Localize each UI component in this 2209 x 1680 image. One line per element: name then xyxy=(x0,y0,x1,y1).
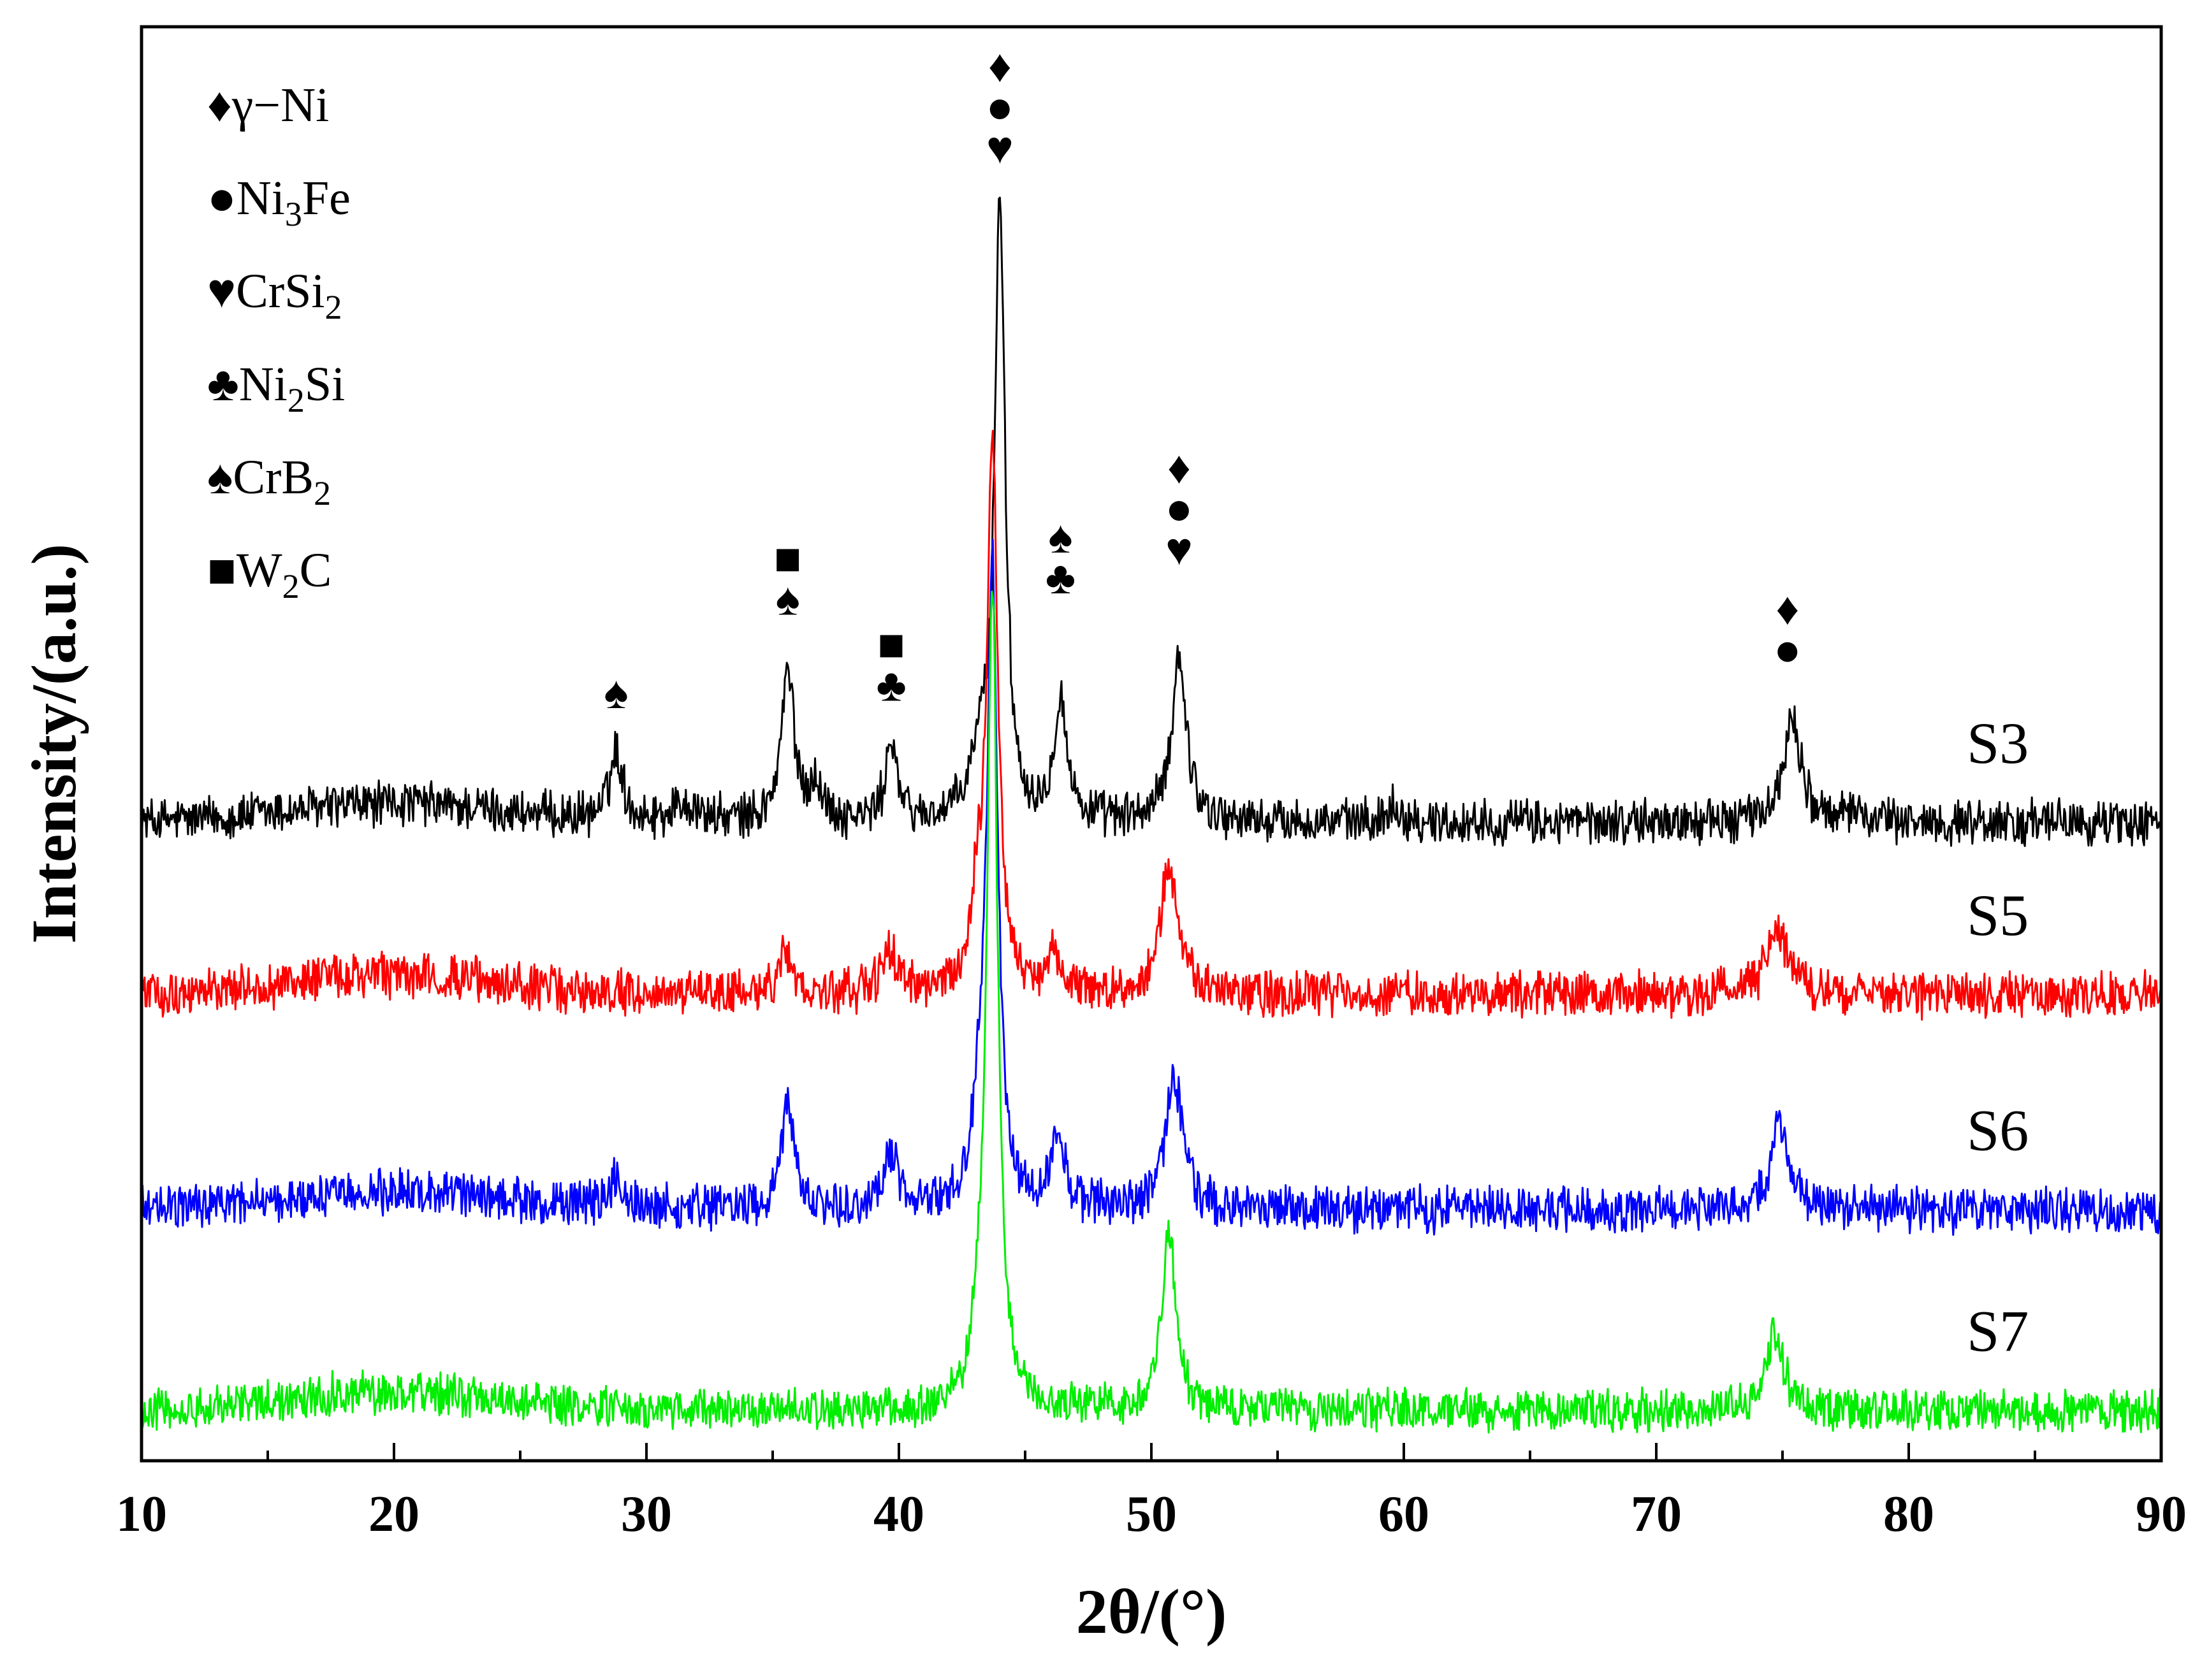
x-axis-tick-labels: 10 20 30 40 50 60 70 80 90 xyxy=(116,1486,2187,1542)
peak-marker: ● xyxy=(986,82,1014,133)
peak-marker: ♣ xyxy=(1046,553,1075,604)
series-labels: S3 S5 S6 S7 xyxy=(1967,711,2029,1364)
peak-marker: ♠ xyxy=(604,667,628,718)
peak-marker: ♣ xyxy=(876,660,906,711)
peak-marker: ● xyxy=(1774,624,1802,675)
legend-entry: ♠CrB2 xyxy=(207,451,331,512)
legend-entry: ♥CrSi2 xyxy=(207,264,342,326)
series-label-s3: S3 xyxy=(1967,711,2029,776)
series-label-s5: S5 xyxy=(1967,883,2029,948)
series-label-s7: S7 xyxy=(1967,1299,2029,1364)
peak-marker: ♦ xyxy=(988,41,1012,92)
series-line-s6 xyxy=(140,539,2162,1236)
peak-marker: ■ xyxy=(774,533,802,584)
peak-marker: ♦ xyxy=(1167,442,1191,493)
x-axis-title: 2θ/(°) xyxy=(1076,1576,1227,1647)
x-tick-label: 90 xyxy=(2136,1486,2187,1542)
series-line-s3 xyxy=(140,196,2162,847)
legend: ♦γ−Ni ●Ni3Fe ♥CrSi2 ♣Ni2Si ♠CrB2 ■W2C xyxy=(207,78,351,605)
x-tick-label: 30 xyxy=(621,1486,672,1542)
x-tick-label: 80 xyxy=(1883,1486,1934,1542)
x-tick-label: 40 xyxy=(873,1486,924,1542)
x-tick-label: 70 xyxy=(1631,1486,1682,1542)
peak-marker: ♠ xyxy=(776,574,800,625)
legend-entry: ■W2C xyxy=(207,544,332,605)
peak-marker: ♥ xyxy=(1165,524,1193,575)
x-tick-label: 60 xyxy=(1378,1486,1429,1542)
y-axis-title: Intensity/(a.u.) xyxy=(18,544,89,944)
x-tick-label: 50 xyxy=(1126,1486,1177,1542)
legend-entry: ●Ni3Fe xyxy=(207,171,351,233)
legend-entry: ♦γ−Ni xyxy=(207,78,329,132)
peak-marker: ♠ xyxy=(1048,512,1072,563)
x-axis-ticks xyxy=(140,1443,2162,1461)
peak-annotations: ♠■♠■♣♦●♥♠♣♦●♥♦● xyxy=(604,41,1801,718)
legend-entry: ♣Ni2Si xyxy=(207,358,345,419)
series-label-s6: S6 xyxy=(1967,1098,2029,1163)
series-line-s5 xyxy=(140,430,2162,1021)
peak-marker: ● xyxy=(1165,483,1193,534)
series-line-s7 xyxy=(140,590,2162,1434)
peak-marker: ■ xyxy=(877,619,905,670)
peak-marker: ♥ xyxy=(986,122,1014,173)
peak-marker: ♦ xyxy=(1776,583,1800,634)
x-tick-label: 20 xyxy=(368,1486,419,1542)
series-layer xyxy=(140,196,2162,1434)
x-tick-label: 10 xyxy=(116,1486,167,1542)
